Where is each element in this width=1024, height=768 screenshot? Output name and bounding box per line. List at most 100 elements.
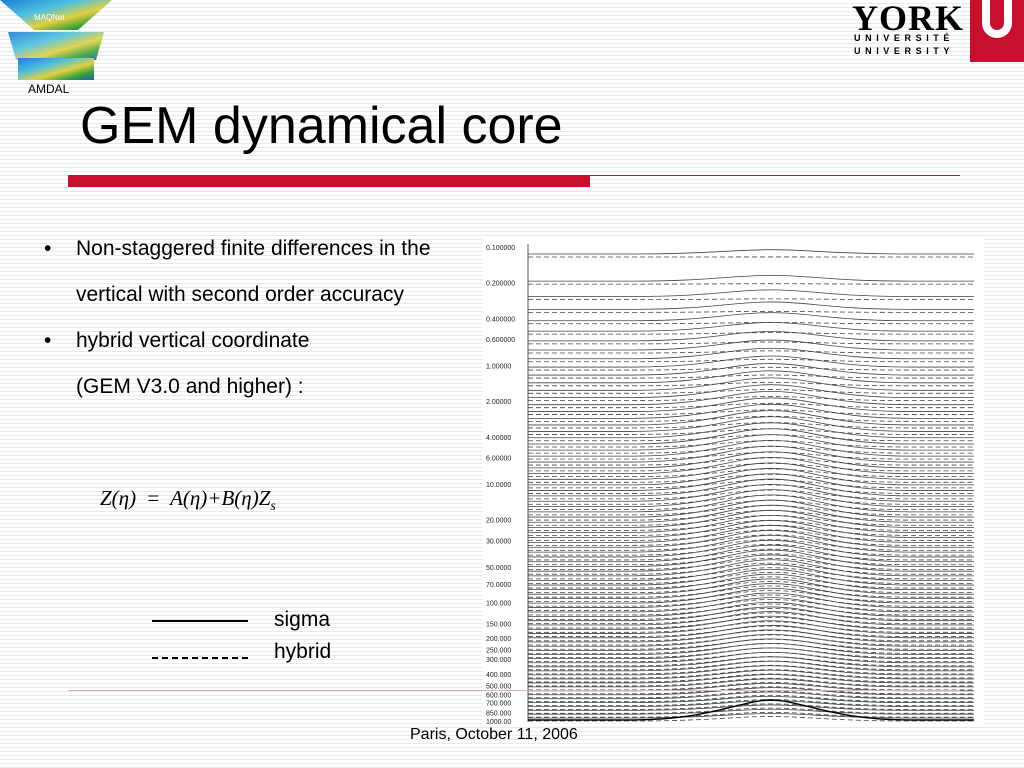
- sigma-level-line: [528, 370, 974, 384]
- sigma-level-line: [528, 289, 974, 297]
- hybrid-level-line: [528, 332, 974, 335]
- formula-subscript: s: [270, 499, 276, 515]
- sigma-level-line: [528, 638, 974, 651]
- sigma-level-line: [528, 643, 974, 655]
- title-underline-thin: [590, 175, 960, 176]
- sigma-level-line: [528, 539, 974, 558]
- sigma-level-line: [528, 499, 974, 518]
- hybrid-level-line: [528, 451, 974, 460]
- sigma-level-line: [528, 525, 974, 543]
- sigma-level-line: [528, 629, 974, 643]
- y-tick-label: 400.000: [486, 672, 511, 679]
- sigma-level-line: [528, 434, 974, 451]
- sigma-level-line: [528, 564, 974, 581]
- sigma-level-line: [528, 473, 974, 491]
- y-tick-label: 500.000: [486, 683, 511, 690]
- hybrid-level-line: [528, 581, 974, 594]
- title-underline-bar: [68, 175, 590, 187]
- footer-divider: [68, 690, 960, 691]
- hybrid-level-line: [528, 415, 974, 422]
- sigma-level-line: [528, 514, 974, 533]
- sigma-level-line: [528, 489, 974, 508]
- sigma-level-line: [528, 339, 974, 351]
- y-tick-label: 0.100000: [486, 245, 515, 252]
- sigma-level-line: [528, 530, 974, 548]
- hybrid-level-line: [528, 694, 974, 703]
- legend-dashed-line-icon: [152, 657, 248, 659]
- hybrid-level-line: [528, 690, 974, 699]
- sigma-level-line: [528, 544, 974, 563]
- hybrid-level-line: [528, 311, 974, 313]
- hybrid-level-line: [528, 457, 974, 466]
- sigma-level-line: [528, 331, 974, 342]
- sigma-level-line: [528, 355, 974, 368]
- sigma-level-line: [528, 611, 974, 626]
- york-university-text: UNIVERSITY: [854, 46, 955, 56]
- y-tick-label: 6.00000: [486, 456, 511, 463]
- sigma-level-line: [528, 483, 974, 502]
- hybrid-level-line: [528, 625, 974, 637]
- y-tick-label: 2.00000: [486, 399, 511, 406]
- maqnet-logo: MAQNet: [0, 0, 112, 80]
- hybrid-level-line: [528, 621, 974, 633]
- y-tick-label: 0.200000: [486, 281, 515, 288]
- sigma-level-line: [528, 410, 974, 426]
- y-tick-label: 100.000: [486, 601, 511, 608]
- y-tick-label: 30.0000: [486, 539, 511, 546]
- sigma-level-line: [528, 601, 974, 617]
- hybrid-level-line: [528, 673, 974, 683]
- bullet-item: • Non-staggered finite differences in th…: [44, 226, 474, 318]
- hybrid-level-line: [528, 630, 974, 642]
- footer-text: Paris, October 11, 2006: [410, 726, 578, 743]
- sigma-level-line: [528, 559, 974, 577]
- hybrid-level-line: [528, 489, 974, 500]
- y-tick-label: 70.0000: [486, 582, 511, 589]
- legend-solid-line-icon: [152, 620, 248, 622]
- legend-label-sigma: sigma: [274, 608, 331, 631]
- amdal-label: AMDAL: [28, 82, 70, 96]
- y-tick-label: 1000.00: [486, 719, 511, 726]
- sigma-level-line: [528, 428, 974, 445]
- hybrid-level-line: [528, 402, 974, 409]
- hybrid-level-line: [528, 590, 974, 603]
- sigma-level-line: [528, 456, 974, 475]
- hybrid-level-line: [528, 576, 974, 589]
- sigma-level-line: [528, 578, 974, 595]
- sigma-level-line: [528, 615, 974, 630]
- hybrid-level-line: [528, 603, 974, 616]
- hybrid-level-line: [528, 548, 974, 561]
- hybrid-level-line: [528, 484, 974, 494]
- y-tick-label: 4.00000: [486, 435, 511, 442]
- sigma-level-line: [528, 422, 974, 439]
- hybrid-level-line: [528, 389, 974, 394]
- legend-label-hybrid: hybrid: [274, 640, 332, 663]
- y-tick-label: 300.000: [486, 657, 511, 664]
- sigma-level-line: [528, 665, 974, 676]
- sigma-level-line: [528, 520, 974, 538]
- sigma-level-line: [528, 249, 974, 255]
- sigma-level-line: [528, 445, 974, 463]
- hybrid-level-line: [528, 594, 974, 607]
- hybrid-level-line: [528, 599, 974, 611]
- hybrid-level-line: [528, 350, 974, 354]
- sigma-level-line: [528, 695, 974, 703]
- sigma-level-line: [528, 403, 974, 419]
- sigma-level-line: [528, 451, 974, 469]
- y-tick-label: 600.000: [486, 693, 511, 700]
- hybrid-level-line: [528, 686, 974, 695]
- hybrid-level-line: [528, 616, 974, 629]
- york-wordmark: YORK: [852, 0, 964, 38]
- hybrid-level-line: [528, 358, 974, 363]
- sigma-level-line: [528, 416, 974, 432]
- sigma-level-line: [528, 509, 974, 528]
- y-tick-label: 700.000: [486, 701, 511, 708]
- sigma-level-line: [528, 660, 974, 672]
- sigma-level-line: [528, 691, 974, 700]
- sigma-level-line: [528, 674, 974, 684]
- sigma-level-line: [528, 656, 974, 668]
- sigma-level-line: [528, 592, 974, 608]
- bullet-text-line1: hybrid vertical coordinate: [76, 329, 310, 352]
- y-tick-label: 0.600000: [486, 337, 515, 344]
- hybrid-level-line: [528, 374, 974, 379]
- sigma-level-line: [528, 606, 974, 622]
